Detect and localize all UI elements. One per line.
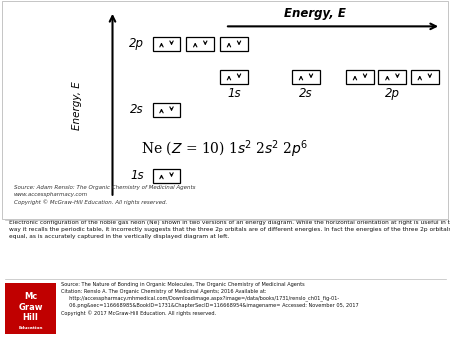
Text: 2s: 2s (130, 103, 144, 116)
Text: Source: The Nature of Bonding in Organic Molecules, The Organic Chemistry of Med: Source: The Nature of Bonding in Organic… (61, 282, 358, 316)
Text: Source: Adam Renslo: The Organic Chemistry of Medicinal Agents
www.accesspharmac: Source: Adam Renslo: The Organic Chemist… (14, 185, 195, 206)
Text: 1s: 1s (227, 87, 241, 100)
Text: Mc: Mc (24, 292, 37, 301)
Bar (153, 103, 180, 117)
Text: Electronic configuration of the noble gas neon (Ne) shown in two versions of an : Electronic configuration of the noble ga… (9, 220, 450, 239)
Text: Education: Education (18, 326, 43, 330)
Text: 2p: 2p (129, 38, 144, 50)
Text: Ne ($Z$ = 10) 1$s$$^2$ 2$s$$^2$ 2$p$$^6$: Ne ($Z$ = 10) 1$s$$^2$ 2$s$$^2$ 2$p$$^6$ (141, 139, 309, 160)
Text: Hill: Hill (22, 313, 39, 322)
Bar (292, 70, 320, 84)
Text: Graw: Graw (18, 303, 43, 312)
Bar (153, 37, 180, 51)
Bar (153, 169, 180, 183)
FancyBboxPatch shape (2, 1, 448, 219)
Bar (186, 37, 214, 51)
FancyBboxPatch shape (4, 283, 56, 334)
Bar (220, 70, 248, 84)
Text: 2p: 2p (385, 87, 400, 100)
Bar (378, 70, 406, 84)
Text: 1s: 1s (130, 169, 144, 182)
Text: 2s: 2s (299, 87, 313, 100)
Bar (346, 70, 374, 84)
Text: Energy, E: Energy, E (72, 81, 81, 130)
Bar (220, 37, 248, 51)
Bar (411, 70, 439, 84)
Text: Energy, E: Energy, E (284, 7, 346, 20)
